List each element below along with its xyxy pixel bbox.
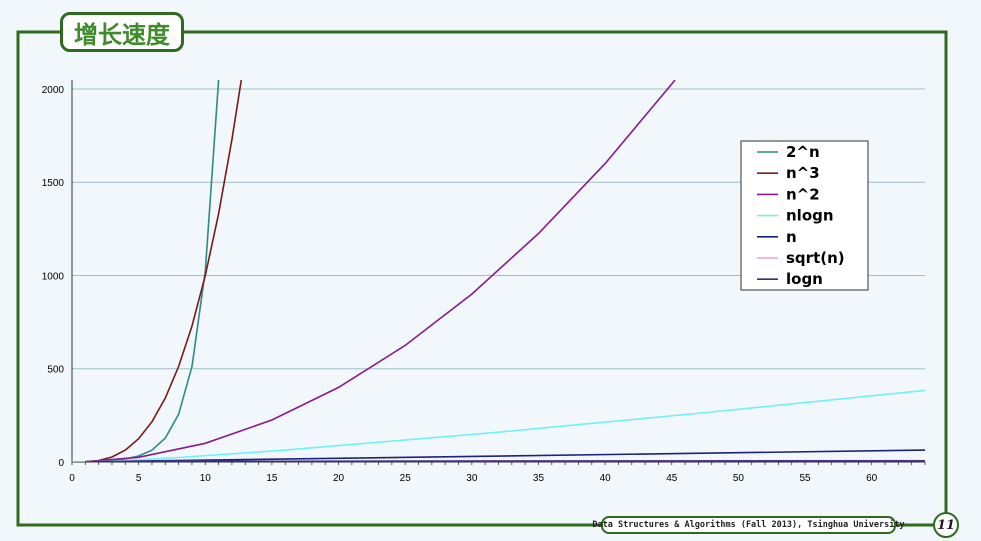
- series-line-n: [72, 449, 925, 462]
- y-tick-label: 1500: [42, 178, 65, 189]
- legend-label: n: [786, 228, 797, 246]
- x-tick-label: 20: [333, 473, 345, 484]
- legend-label: n^3: [786, 164, 820, 182]
- x-tick-label: 55: [799, 473, 811, 484]
- series-line-n^2: [85, 80, 676, 462]
- legend-label: n^2: [786, 185, 820, 203]
- x-tick-label: 0: [69, 473, 75, 484]
- x-tick-label: 25: [400, 473, 412, 484]
- x-tick-label: 40: [600, 473, 612, 484]
- series-line-2^n: [85, 80, 220, 462]
- legend-label: sqrt(n): [786, 249, 845, 267]
- y-tick-label: 0: [58, 458, 64, 469]
- legend-label: 2^n: [786, 143, 820, 161]
- series-line-logn: [85, 460, 925, 462]
- x-tick-label: 50: [733, 473, 745, 484]
- y-tick-label: 2000: [42, 85, 65, 96]
- series-group: [72, 80, 925, 462]
- slide-title: 增长速度: [60, 12, 184, 52]
- footer-course-label: Data Structures & Algorithms (Fall 2013)…: [592, 516, 905, 534]
- x-tick-label: 10: [200, 473, 212, 484]
- y-tick-label: 1000: [42, 271, 65, 282]
- x-tick-label: 35: [533, 473, 545, 484]
- x-tick-label: 15: [266, 473, 278, 484]
- x-tick-label: 45: [666, 473, 678, 484]
- legend-label: nlogn: [786, 207, 834, 225]
- legend-label: logn: [786, 270, 823, 288]
- series-line-n^3: [85, 80, 243, 462]
- page-number: 11: [933, 512, 959, 538]
- x-tick-label: 30: [466, 473, 478, 484]
- x-tick-label: 5: [136, 473, 142, 484]
- x-tick-label: 60: [866, 473, 878, 484]
- y-tick-label: 500: [47, 365, 64, 376]
